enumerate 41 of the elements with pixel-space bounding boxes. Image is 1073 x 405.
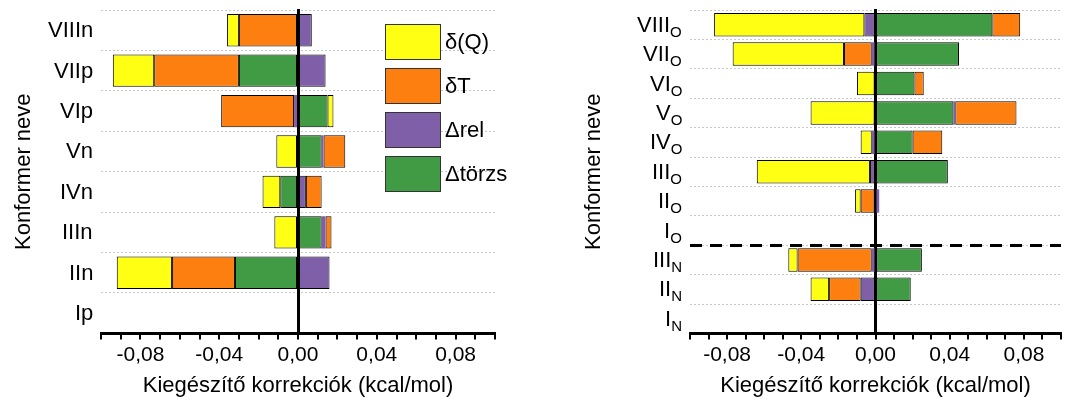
y-tick-label: IIIn (62, 219, 93, 245)
x-tick-label: -0,08 (703, 341, 752, 365)
x-tick-label: -0,04 (777, 341, 826, 365)
y-tick-label: II$_{N}$ (659, 276, 683, 305)
x-tick-label: 0,00 (855, 341, 896, 365)
legend-label: δT (445, 73, 471, 99)
x-tick-label: 0,04 (356, 341, 398, 365)
legend-label: δ(Q) (445, 29, 490, 55)
x-tick-label: -0,04 (195, 341, 244, 365)
y-tick-label: IIn (69, 259, 94, 285)
y-axis-title: Konformer neve (10, 93, 36, 251)
y-tick-label: III$_{N}$ (653, 246, 683, 275)
y-tick-label: II$_{O}$ (658, 188, 682, 217)
bar (871, 42, 875, 66)
y-axis-title: Konformer neve (580, 93, 606, 251)
bar (294, 94, 297, 128)
bar (321, 216, 326, 249)
x-tick-label: 0,00 (277, 341, 319, 365)
x-tick-label: -0,08 (116, 341, 165, 365)
y-tick-label: Vn (66, 138, 93, 164)
y-tick-label: IV$_{O}$ (650, 129, 683, 158)
y-tick-label: VII$_{O}$ (643, 41, 682, 70)
y-tick-label: III$_{O}$ (652, 158, 683, 187)
y-tick-label: VIp (60, 98, 94, 124)
x-tick-label: 0,04 (929, 341, 971, 365)
legend-label: Δtörzs (445, 161, 508, 187)
y-tick-label: VI$_{O}$ (650, 70, 683, 99)
x-tick-label: 0,08 (435, 341, 477, 365)
y-tick-label: I$_{O}$ (664, 217, 682, 246)
y-tick-label: VIIp (54, 57, 94, 83)
x-axis-title: Kiegészítő korrekciók (kcal/mol) (142, 371, 454, 397)
x-axis-title: Kiegészítő korrekciók (kcal/mol) (720, 371, 1031, 397)
legend-label: Δrel (445, 117, 485, 143)
bar (871, 130, 875, 155)
x-tick-label: 0,08 (1003, 341, 1045, 365)
y-tick-label: Ip (75, 300, 94, 326)
y-tick-label: VIII$_{O}$ (637, 11, 682, 40)
y-tick-label: VIIIn (48, 17, 94, 43)
y-tick-label: V$_{O}$ (656, 99, 683, 128)
y-tick-label: IVn (60, 178, 94, 204)
y-tick-label: I$_{N}$ (665, 305, 682, 334)
